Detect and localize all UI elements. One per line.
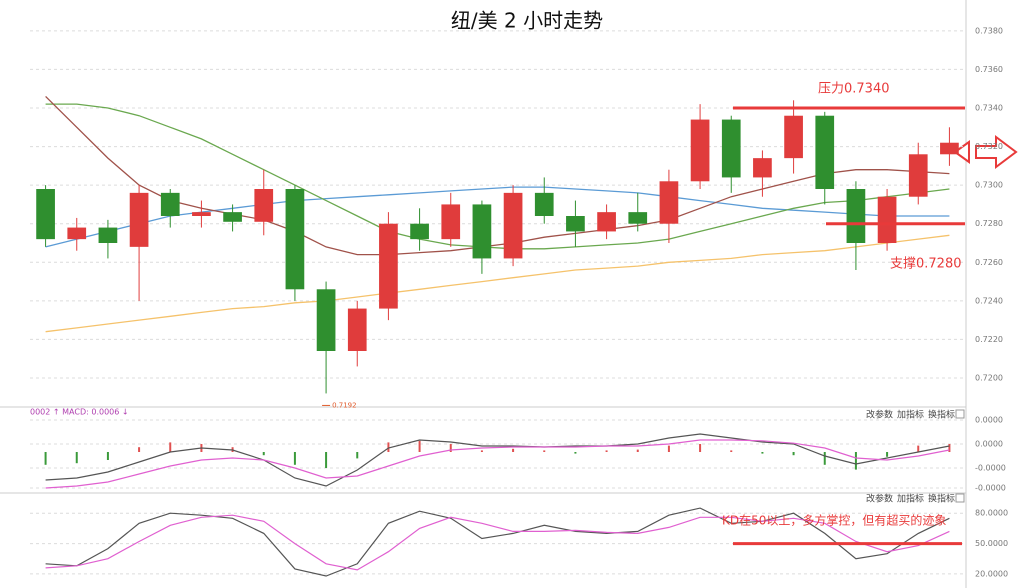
panel-button[interactable]: 换指标 bbox=[928, 493, 955, 505]
y-tick-label: 0.7200 bbox=[975, 374, 1003, 383]
panel-button[interactable]: 换指标 bbox=[928, 409, 955, 421]
candle-body bbox=[908, 154, 928, 197]
kd-note: KD在50以上，多方掌控，但有超买的迹象 bbox=[722, 513, 946, 528]
candle-body bbox=[597, 212, 616, 232]
y-tick-label: 50.0000 bbox=[975, 539, 1008, 548]
y-tick-label: -0.0000 bbox=[975, 484, 1006, 493]
y-tick-label: 0.0000 bbox=[975, 416, 1003, 425]
panel-button[interactable]: 改参数 bbox=[866, 409, 893, 421]
candle-body bbox=[441, 204, 461, 240]
indicator-line bbox=[45, 439, 950, 489]
candle-body bbox=[223, 212, 242, 222]
candle-body bbox=[628, 212, 648, 224]
candle-body bbox=[379, 223, 398, 309]
candle-body bbox=[347, 308, 367, 351]
arrow-right-part bbox=[975, 135, 1018, 169]
moving-average bbox=[45, 95, 950, 256]
y-tick-label: 0.7300 bbox=[975, 181, 1003, 190]
direction-arrow bbox=[953, 135, 1018, 169]
indicator-line bbox=[45, 507, 950, 577]
candle-body bbox=[566, 216, 585, 232]
candle-body bbox=[316, 289, 336, 351]
y-tick-label: -0.0000 bbox=[975, 464, 1006, 473]
candle-body bbox=[721, 119, 741, 178]
candle-body bbox=[503, 192, 523, 259]
y-tick-label: 0.0000 bbox=[975, 440, 1003, 449]
y-tick-label: 0.7380 bbox=[975, 26, 1003, 35]
candle-body bbox=[67, 227, 87, 240]
level-label: 压力0.7340 bbox=[818, 82, 890, 97]
panel-button[interactable]: 改参数 bbox=[866, 493, 893, 505]
chart-title: 纽/美 2 小时走势 bbox=[451, 9, 603, 33]
y-tick-label: 0.7260 bbox=[975, 258, 1003, 267]
moving-average bbox=[45, 234, 950, 333]
candle-body bbox=[690, 119, 710, 182]
panel-button[interactable]: 加指标 bbox=[897, 493, 924, 505]
candle-body bbox=[815, 115, 835, 189]
candle-body bbox=[753, 158, 772, 178]
candle-body bbox=[940, 142, 959, 155]
low-label: 0.7192 bbox=[332, 401, 357, 409]
y-tick-label: 0.7220 bbox=[975, 335, 1003, 344]
y-tick-label: 0.7340 bbox=[975, 104, 1003, 113]
candle-body bbox=[410, 223, 429, 240]
candle-body bbox=[285, 189, 305, 290]
candle-body bbox=[659, 181, 679, 224]
candle-body bbox=[472, 204, 492, 259]
panel-button[interactable]: 加指标 bbox=[897, 409, 924, 421]
indicator-line bbox=[45, 433, 950, 487]
y-tick-label: 0.7280 bbox=[975, 219, 1003, 228]
moving-average bbox=[45, 103, 950, 250]
candle-body bbox=[534, 192, 554, 216]
candle-body bbox=[877, 196, 897, 243]
candle-body bbox=[36, 189, 55, 240]
candle-body bbox=[254, 189, 274, 222]
y-tick-label: 0.7320 bbox=[975, 142, 1003, 151]
close-button[interactable] bbox=[955, 409, 965, 419]
close-button[interactable] bbox=[955, 493, 965, 503]
candle-body bbox=[98, 227, 118, 243]
level-label: 支撑0.7280 bbox=[890, 257, 962, 272]
y-tick-label: 0.7240 bbox=[975, 296, 1003, 305]
candle-body bbox=[846, 189, 866, 243]
candle-body bbox=[784, 115, 803, 159]
y-tick-label: 80.0000 bbox=[975, 509, 1008, 518]
candle-body bbox=[160, 192, 180, 216]
y-tick-label: 20.0000 bbox=[975, 569, 1008, 578]
y-tick-label: 0.7360 bbox=[975, 65, 1003, 74]
candle-body bbox=[192, 212, 211, 216]
macd-header: 0002 ↑ MACD: 0.0006 ↓ bbox=[30, 408, 129, 417]
indicator-line bbox=[45, 514, 950, 571]
candle-body bbox=[129, 192, 149, 247]
